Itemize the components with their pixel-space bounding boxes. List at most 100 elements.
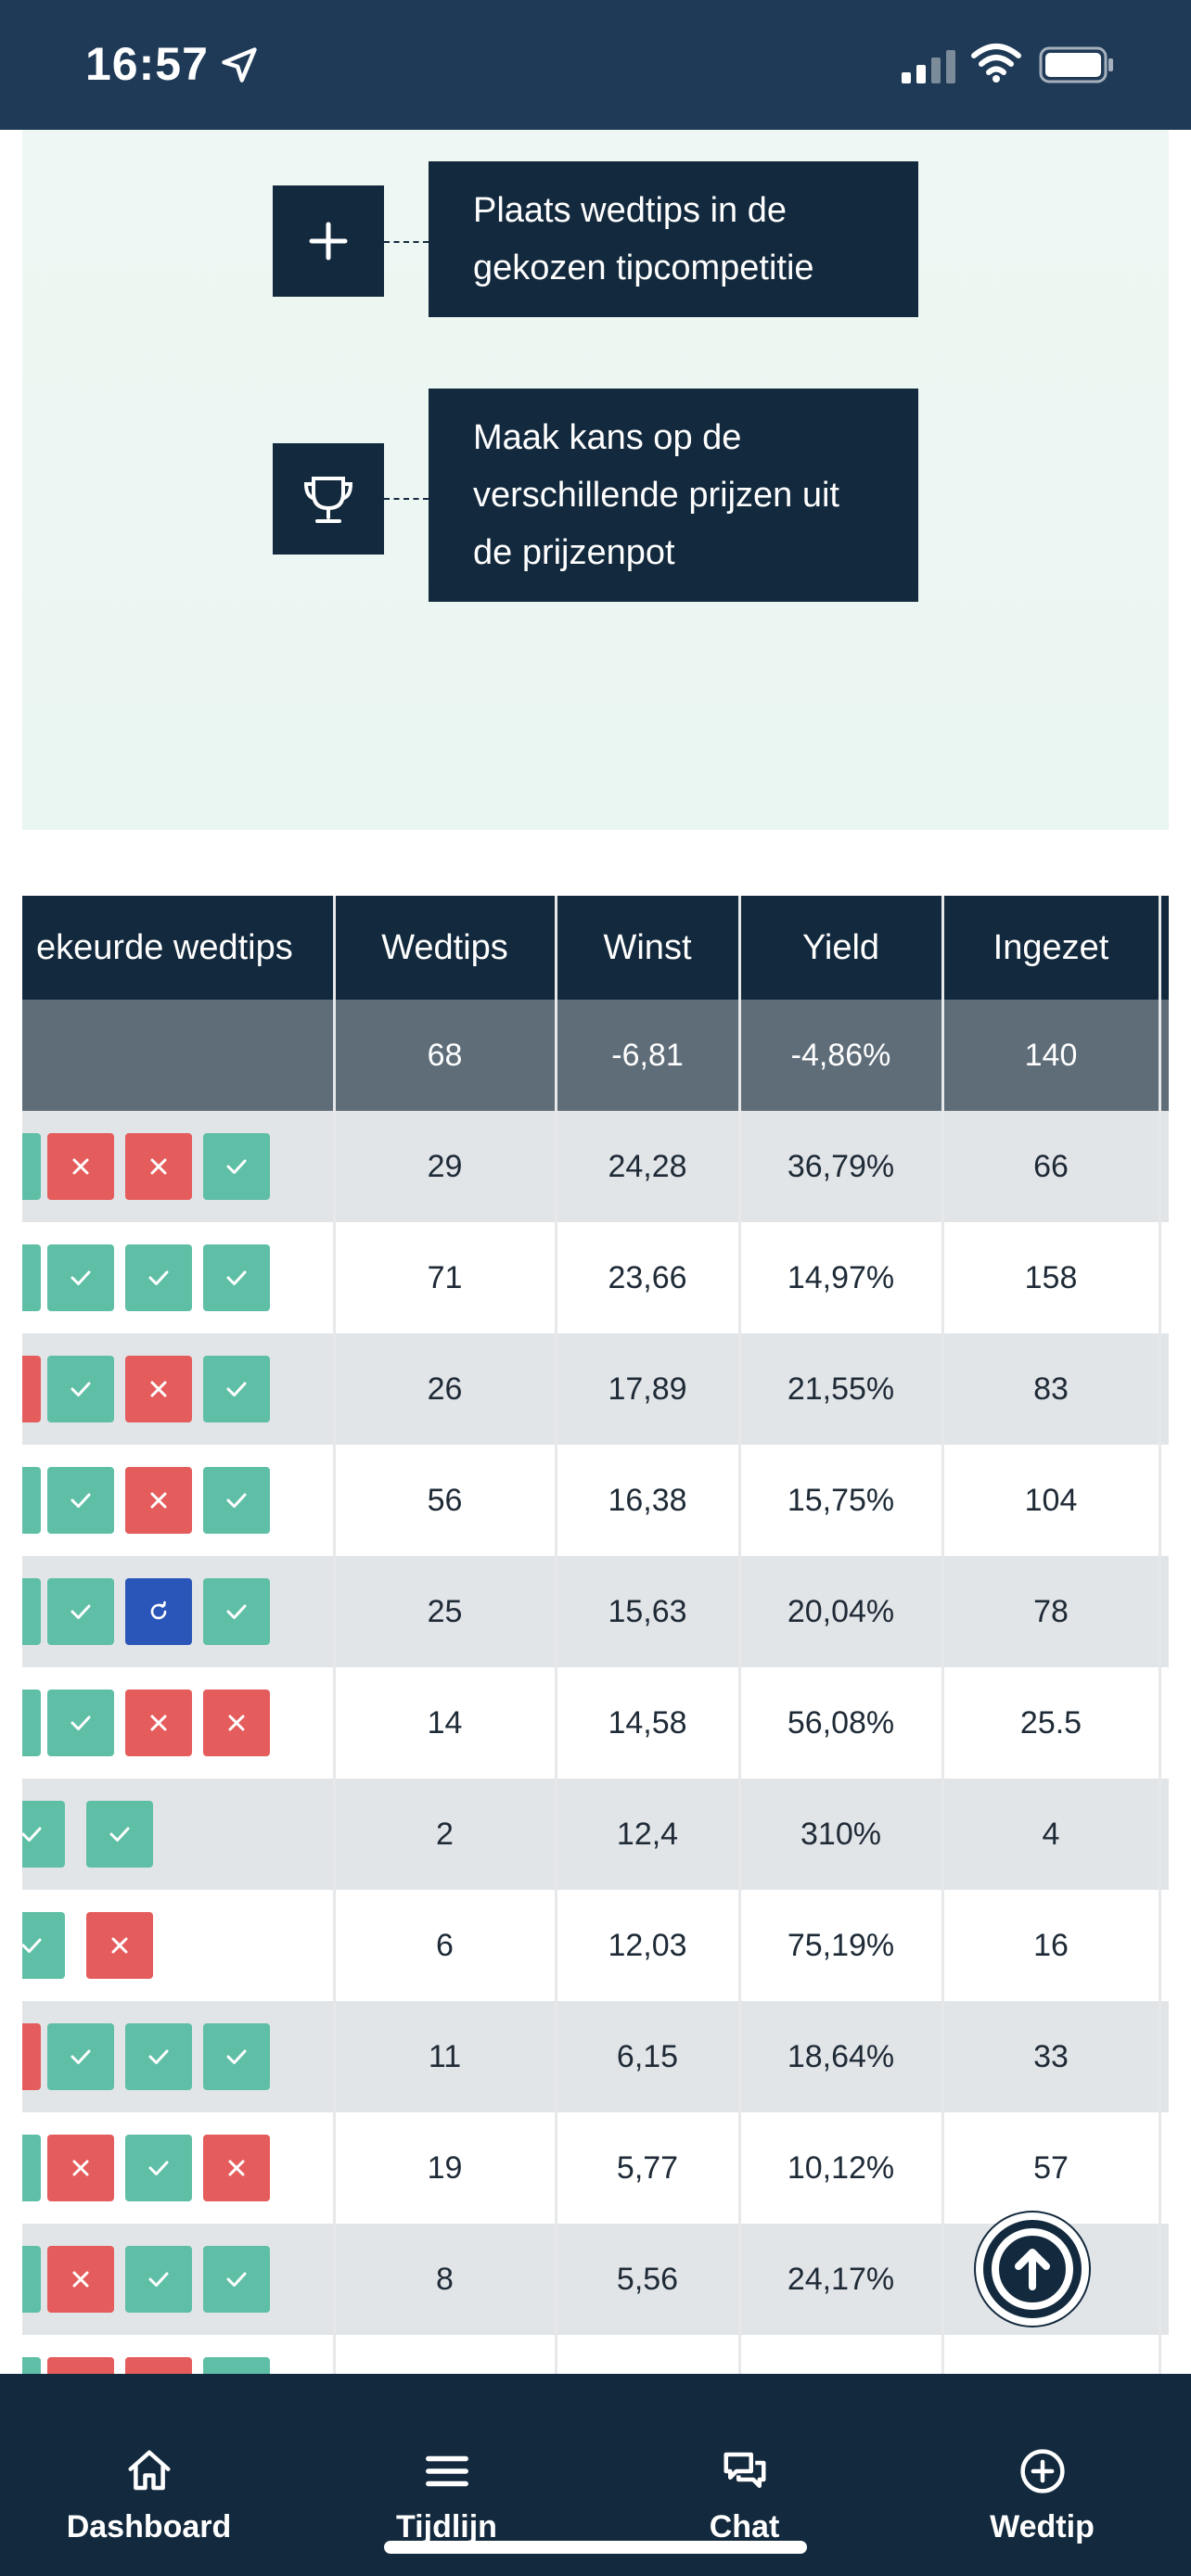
- result-chip-win[interactable]: [47, 1244, 114, 1311]
- result-chip-win[interactable]: [203, 1356, 270, 1422]
- battery-icon: [1039, 46, 1113, 83]
- cell-yield: 24,17%: [787, 2262, 895, 2297]
- cross-icon: [72, 2271, 89, 2288]
- column-header-winst[interactable]: Winst: [603, 928, 692, 967]
- nav-item-tijdlijn[interactable]: Tijdlijn: [298, 2374, 596, 2576]
- column-header-ingezet[interactable]: Ingezet: [992, 928, 1109, 967]
- column-divider: [738, 896, 741, 2374]
- result-chip-loss[interactable]: [47, 2246, 114, 2313]
- column-header-yield[interactable]: Yield: [801, 928, 880, 967]
- table-row[interactable]: [22, 2335, 1169, 2374]
- check-icon: [226, 2272, 247, 2287]
- table-row[interactable]: 29 24,28 36,79% 66: [22, 1111, 1169, 1222]
- result-chip-win[interactable]: [125, 2023, 192, 2090]
- table-row[interactable]: 14 14,58 56,08% 25.5: [22, 1667, 1169, 1779]
- result-chip-loss[interactable]: [47, 1133, 114, 1200]
- scroll-to-top-button[interactable]: [976, 2213, 1089, 2326]
- table-row[interactable]: 19 5,77 10,12% 57: [22, 2112, 1169, 2224]
- result-chip-win[interactable]: [22, 1801, 65, 1868]
- result-chip-win[interactable]: [22, 1690, 41, 1756]
- nav-item-wedtip[interactable]: Wedtip: [893, 2374, 1191, 2576]
- result-chip-loss[interactable]: [125, 1133, 192, 1200]
- result-chip-loss[interactable]: [125, 2357, 192, 2374]
- result-chip-win[interactable]: [203, 1133, 270, 1200]
- check-icon: [70, 2049, 91, 2064]
- ranking-table[interactable]: ekeurde wedtips Wedtips Winst Yield Inge…: [22, 896, 1169, 2374]
- result-chip-win[interactable]: [22, 1244, 41, 1311]
- table-row[interactable]: 2 12,4 310% 4: [22, 1779, 1169, 1890]
- result-chip-win[interactable]: [203, 1467, 270, 1534]
- cell-winst: 12,4: [616, 1817, 679, 1852]
- result-chip-loss[interactable]: [47, 2135, 114, 2201]
- home-indicator: [384, 2541, 807, 2554]
- check-icon: [22, 1938, 42, 1953]
- result-chip-win[interactable]: [203, 2246, 270, 2313]
- result-chip-loss[interactable]: [86, 1912, 153, 1979]
- cell-yield: 15,75%: [787, 1483, 895, 1518]
- cross-icon: [150, 1381, 167, 1397]
- cell-wedtips: 25: [427, 1594, 463, 1629]
- result-chip-win[interactable]: [22, 2135, 41, 2201]
- result-chip-win[interactable]: [22, 1133, 41, 1200]
- status-bar: 16:57: [0, 0, 1191, 130]
- check-icon: [148, 2272, 169, 2287]
- result-chip-loss[interactable]: [22, 1356, 41, 1422]
- table-row[interactable]: 11 6,15 18,64% 33: [22, 2001, 1169, 2112]
- result-chip-loss[interactable]: [125, 1356, 192, 1422]
- result-chip-win[interactable]: [86, 1801, 153, 1868]
- info-step-text: Plaats wedtips in de gekozen tipcompetit…: [429, 161, 918, 317]
- result-chip-loss[interactable]: [203, 2135, 270, 2201]
- result-chip-void[interactable]: [125, 1578, 192, 1645]
- nav-label: Wedtip: [990, 2509, 1095, 2544]
- result-chip-win[interactable]: [47, 1356, 114, 1422]
- result-chip-win[interactable]: [47, 1578, 114, 1645]
- column-divider: [333, 896, 336, 2374]
- result-chip-win[interactable]: [22, 2246, 41, 2313]
- column-header-wedtips[interactable]: Wedtips: [381, 928, 508, 967]
- result-chip-win[interactable]: [203, 2023, 270, 2090]
- result-chip-loss[interactable]: [22, 2023, 41, 2090]
- result-chip-win[interactable]: [203, 1578, 270, 1645]
- column-header-beoordeelde-wedtips[interactable]: ekeurde wedtips: [36, 928, 293, 967]
- table-row[interactable]: 25 15,63 20,04% 78: [22, 1556, 1169, 1667]
- result-chip-win[interactable]: [22, 1912, 65, 1979]
- result-chip-win[interactable]: [203, 2357, 270, 2374]
- nav-label: Chat: [709, 2509, 780, 2544]
- result-chip-win[interactable]: [47, 1467, 114, 1534]
- nav-item-dashboard[interactable]: Dashboard: [0, 2374, 298, 2576]
- result-chip-win[interactable]: [47, 1690, 114, 1756]
- result-chip-win[interactable]: [125, 2135, 192, 2201]
- table-row[interactable]: 71 23,66 14,97% 158: [22, 1222, 1169, 1333]
- check-icon: [226, 1270, 247, 1285]
- nav-label: Dashboard: [66, 2509, 232, 2544]
- cell-wedtips: 11: [428, 2039, 462, 2074]
- table-row[interactable]: 26 17,89 21,55% 83: [22, 1333, 1169, 1445]
- cell-yield: 14,97%: [787, 1260, 895, 1295]
- result-chip-loss[interactable]: [47, 2357, 114, 2374]
- result-chip-win[interactable]: [203, 1244, 270, 1311]
- check-icon: [148, 2049, 169, 2064]
- result-chip-loss[interactable]: [125, 1467, 192, 1534]
- plus-icon-box: [273, 185, 384, 297]
- cell-wedtips: 2: [436, 1817, 454, 1852]
- nav-item-chat[interactable]: Chat: [596, 2374, 893, 2576]
- result-chip-win[interactable]: [125, 1244, 192, 1311]
- result-chip-win[interactable]: [125, 2246, 192, 2313]
- cell-winst: 14,58: [608, 1705, 687, 1741]
- result-chip-loss[interactable]: [125, 1690, 192, 1756]
- cell-wedtips: 8: [436, 2262, 454, 2297]
- result-chip-win[interactable]: [47, 2023, 114, 2090]
- result-chip-win[interactable]: [22, 1578, 41, 1645]
- table-row[interactable]: 6 12,03 75,19% 16: [22, 1890, 1169, 2001]
- result-chip-win[interactable]: [22, 1467, 41, 1534]
- cell-wedtips: 6: [436, 1928, 454, 1963]
- cell-winst: 12,03: [608, 1928, 687, 1963]
- cell-yield: 10,12%: [787, 2150, 895, 2186]
- result-chip-win[interactable]: [22, 2357, 41, 2374]
- result-chip-loss[interactable]: [203, 1690, 270, 1756]
- table-row[interactable]: 56 16,38 15,75% 104: [22, 1445, 1169, 1556]
- check-icon: [226, 1604, 247, 1619]
- column-divider: [941, 896, 944, 2374]
- column-divider: [1159, 896, 1161, 2374]
